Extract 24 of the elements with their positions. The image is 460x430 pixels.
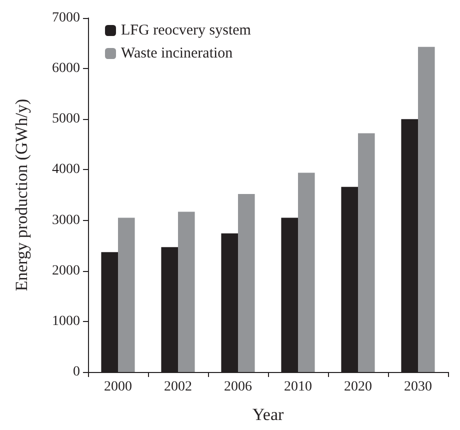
legend-label: LFG reocvery system [121,22,252,38]
bar [418,46,435,372]
legend-label: Waste incineration [121,46,234,62]
y-tick-label: 7000 [52,10,80,26]
x-tick-label: 2020 [344,380,372,394]
x-tick-label: 2002 [164,380,192,394]
y-tick-label: 0 [73,364,80,380]
bar [178,212,195,372]
y-tick-label: 5000 [52,112,80,127]
y-tick-label: 3000 [52,212,80,228]
y-axis-title: Energy production (GWh/y) [12,98,31,292]
x-tick-label: 2010 [284,380,312,394]
y-tick-label: 6000 [52,61,80,76]
x-tick-label: 2030 [404,380,432,394]
bar [118,218,135,372]
bar [358,133,375,372]
x-tick-label: 2006 [224,380,252,394]
bar [238,194,255,372]
x-tick-label: 2000 [104,380,132,394]
bar [298,172,315,372]
y-tick-label: 1000 [52,314,80,329]
x-axis-title: Year [252,405,284,424]
y-tick-label: 4000 [52,162,80,178]
y-tick-label: 2000 [52,263,80,278]
